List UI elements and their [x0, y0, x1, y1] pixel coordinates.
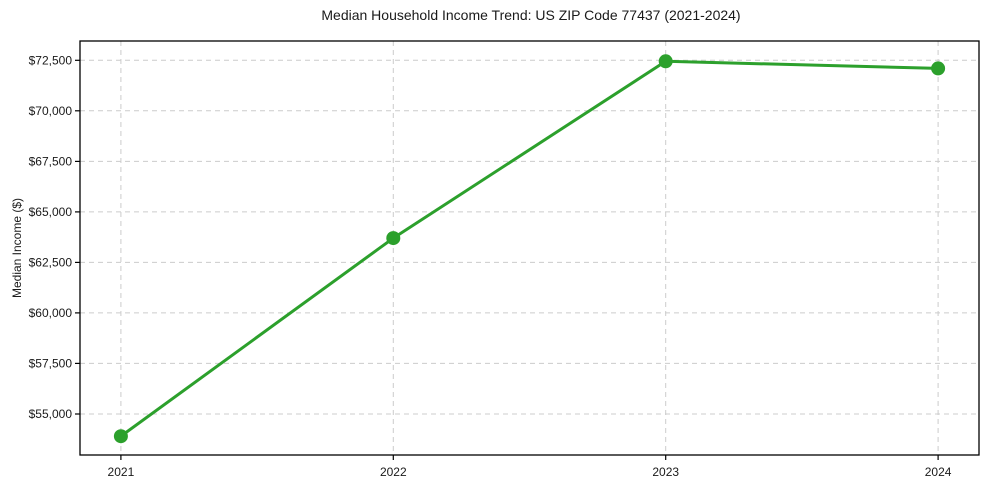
data-point	[386, 231, 401, 246]
x-tick-label: 2022	[380, 465, 407, 479]
x-tick-label: 2021	[108, 465, 135, 479]
y-tick-label: $55,000	[29, 407, 73, 421]
income-trend-line	[119, 59, 940, 438]
y-tick-label: $60,000	[29, 306, 73, 320]
y-tick-label: $62,500	[29, 255, 73, 269]
data-point	[931, 61, 946, 76]
plot-frame	[79, 40, 980, 456]
y-tick-label: $72,500	[29, 53, 73, 67]
y-tick-label: $67,500	[29, 154, 73, 168]
series-layer	[113, 54, 946, 444]
x-tick-label: 2023	[652, 465, 679, 479]
grid-layer	[80, 41, 979, 455]
y-tick-label: $70,000	[29, 104, 73, 118]
y-axis-label: Median Income ($)	[10, 198, 24, 298]
chart-title: Median Household Income Trend: US ZIP Co…	[321, 7, 740, 23]
axis-layer: $55,000 $57,500 $60,000 $62,500 $65,000 $67,5…	[29, 40, 980, 479]
x-tick-label: 2024	[925, 465, 952, 479]
y-tick-label: $57,500	[29, 356, 73, 370]
y-tick-label: $65,000	[29, 205, 73, 219]
data-point	[113, 429, 128, 444]
data-point	[658, 54, 673, 69]
